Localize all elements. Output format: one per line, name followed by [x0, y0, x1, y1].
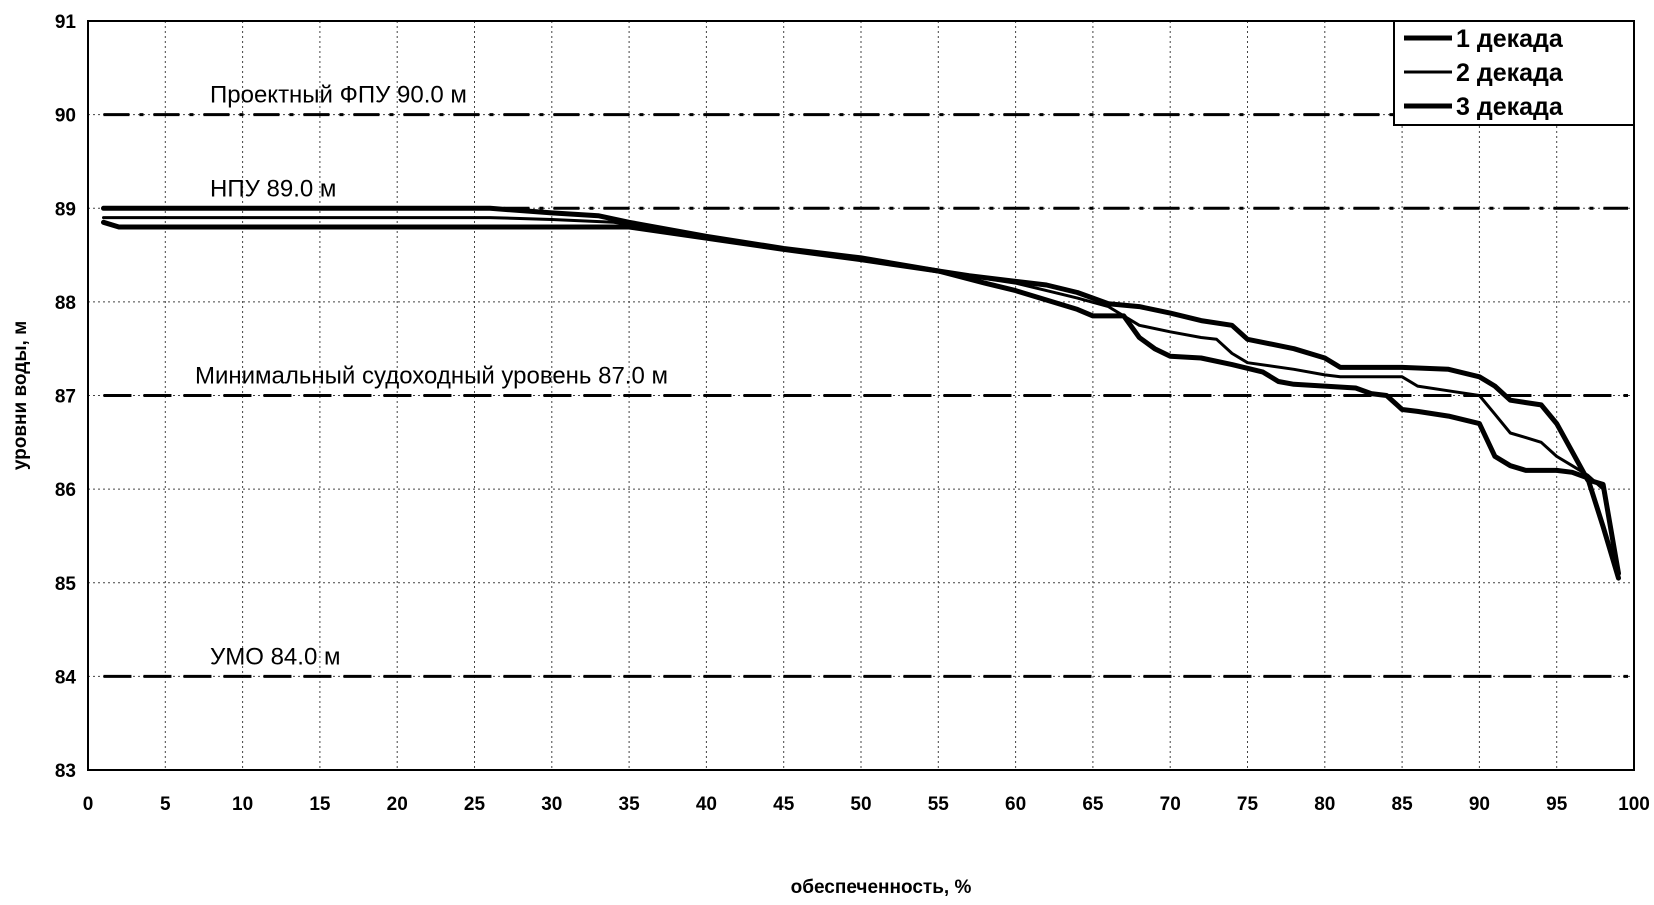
plot-area-frame [87, 20, 1635, 771]
x-tick-label: 100 [1618, 794, 1650, 815]
y-tick-label: 83 [55, 761, 76, 782]
x-tick-label: 25 [464, 794, 486, 815]
y-axis-title: уровни воды, м [10, 321, 31, 470]
x-tick-label: 95 [1546, 794, 1568, 815]
y-axis-ticks: 83 84 85 86 87 88 89 90 91 [55, 12, 77, 782]
y-tick-label: 85 [55, 574, 77, 595]
series-line-3 [101, 219, 1621, 581]
x-tick-label: 60 [1005, 794, 1026, 815]
x-tick-label: 85 [1392, 794, 1414, 815]
y-tick-label: 87 [55, 387, 76, 408]
y-tick-label: 90 [55, 106, 76, 127]
x-tick-label: 55 [928, 794, 950, 815]
reference-lines: Проектный ФПУ 90.0 м НПУ 89.0 м Минимальны… [103, 82, 1628, 678]
x-tick-label: 20 [387, 794, 408, 815]
legend-label: 1 декада [1456, 25, 1564, 53]
y-tick-label: 91 [55, 12, 77, 33]
x-tick-label: 35 [619, 794, 641, 815]
reference-line-label: УМО 84.0 м [210, 643, 340, 670]
y-tick-label: 84 [55, 667, 77, 688]
x-tick-label: 90 [1469, 794, 1490, 815]
reference-line-label: Проектный ФПУ 90.0 м [210, 82, 467, 109]
x-tick-label: 75 [1237, 794, 1259, 815]
series-lines [101, 205, 1621, 581]
x-tick-label: 0 [83, 794, 94, 815]
x-tick-label: 40 [696, 794, 717, 815]
x-axis-title: обеспеченность, % [791, 877, 972, 898]
legend: 1 декада 2 декада 3 декада [1393, 20, 1635, 126]
x-tick-label: 80 [1314, 794, 1335, 815]
x-tick-label: 50 [850, 794, 871, 815]
y-tick-label: 88 [55, 293, 76, 314]
y-tick-label: 89 [55, 199, 76, 220]
x-tick-label: 45 [773, 794, 795, 815]
y-tick-label: 86 [55, 480, 76, 501]
legend-label: 3 декада [1456, 93, 1564, 121]
x-tick-label: 70 [1160, 794, 1181, 815]
reference-line-label: НПУ 89.0 м [210, 175, 336, 202]
series-line-1 [101, 205, 1621, 576]
x-tick-label: 5 [160, 794, 171, 815]
reference-line-label: Минимальный судоходный уровень 87.0 м [195, 363, 668, 390]
legend-label: 2 декада [1456, 59, 1564, 87]
x-tick-label: 15 [309, 794, 331, 815]
x-axis-ticks: 0 5 10 15 20 25 30 35 40 45 50 55 60 65 70 75 80 85 90 95 10… [83, 794, 1650, 815]
x-tick-label: 10 [232, 794, 253, 815]
x-tick-label: 65 [1082, 794, 1104, 815]
x-tick-label: 30 [541, 794, 562, 815]
